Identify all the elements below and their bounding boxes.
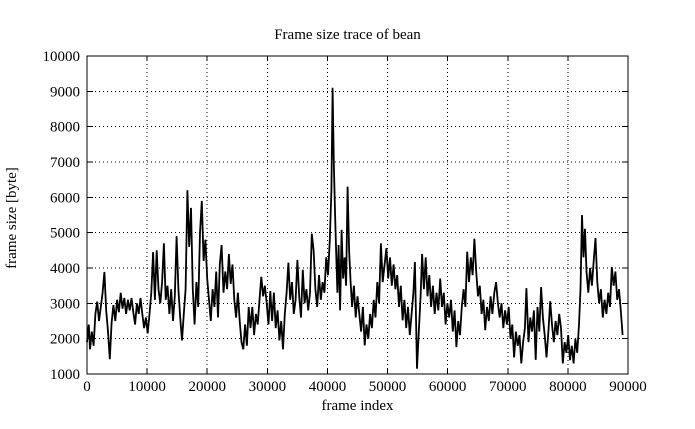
x-tick-label-90000: 90000	[609, 379, 647, 395]
y-tick-label-1000: 1000	[50, 367, 80, 383]
x-tick-label-0: 0	[83, 379, 91, 395]
x-tick-label-30000: 30000	[249, 379, 287, 395]
x-tick-label-50000: 50000	[369, 379, 407, 395]
chart-title: Frame size trace of bean	[274, 27, 421, 43]
y-tick-label-6000: 6000	[50, 190, 80, 206]
y-tick-label-9000: 9000	[50, 84, 80, 100]
x-tick-label-60000: 60000	[429, 379, 467, 395]
x-tick-label-20000: 20000	[188, 379, 226, 395]
y-tick-label-2000: 2000	[50, 332, 80, 348]
y-tick-label-8000: 8000	[50, 120, 80, 136]
x-axis-label: frame index	[321, 398, 394, 414]
frame-size-trace	[86, 87, 624, 369]
y-tick-label-4000: 4000	[50, 261, 80, 277]
x-tick-label-80000: 80000	[549, 379, 587, 395]
x-tick-label-70000: 70000	[489, 379, 527, 395]
y-tick-label-7000: 7000	[50, 155, 80, 171]
x-tick-label-40000: 40000	[309, 379, 347, 395]
y-tick-label-5000: 5000	[50, 226, 80, 242]
plot-border	[86, 55, 629, 375]
y-tick-label-3000: 3000	[50, 296, 80, 312]
x-tick-label-10000: 10000	[128, 379, 166, 395]
y-tick-label-10000: 10000	[43, 49, 81, 65]
